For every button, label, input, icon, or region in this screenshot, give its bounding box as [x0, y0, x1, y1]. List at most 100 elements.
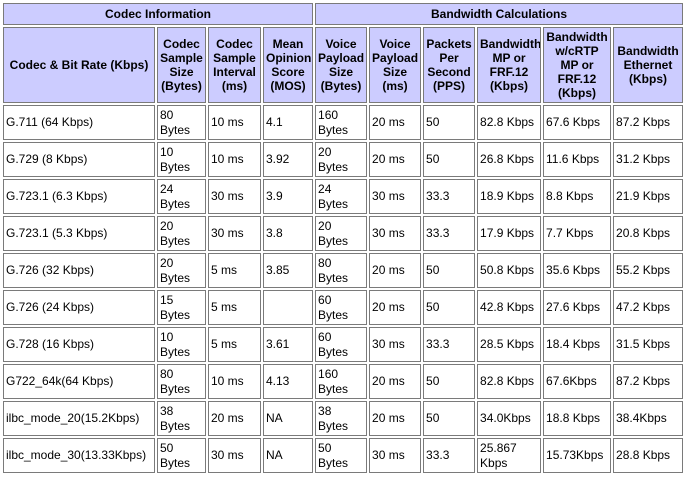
col-voice-payload-bytes: Voice Payload Size (Bytes)	[315, 27, 368, 103]
col-codec-bit-rate: Codec & Bit Rate (Kbps)	[3, 27, 155, 103]
cell-bw-crtp: 67.6 Kbps	[543, 105, 612, 140]
cell-sample-interval: 10 ms	[208, 105, 261, 140]
cell-payload-bytes: 50 Bytes	[315, 438, 368, 473]
cell-pps: 33.3	[423, 179, 476, 214]
cell-bw-crtp: 15.73Kbps	[543, 438, 612, 473]
cell-sample-interval: 5 ms	[208, 290, 261, 325]
cell-pps: 33.3	[423, 327, 476, 362]
cell-mos: 3.61	[263, 327, 314, 362]
col-mos: Mean Opinion Score (MOS)	[263, 27, 314, 103]
cell-mos: 4.13	[263, 364, 314, 399]
cell-bw-mp-frf12: 26.8 Kbps	[477, 142, 542, 177]
table-row: G.726 (32 Kbps) 20 Bytes 5 ms 3.85 80 Bytes 2…	[3, 253, 684, 288]
cell-codec-name: ilbc_mode_20(15.2Kbps)	[3, 401, 155, 436]
cell-sample-size: 20 Bytes	[157, 253, 206, 288]
cell-mos	[263, 290, 314, 325]
cell-sample-interval: 10 ms	[208, 364, 261, 399]
cell-bw-mp-frf12: 25.867 Kbps	[477, 438, 542, 473]
cell-sample-size: 38 Bytes	[157, 401, 206, 436]
col-codec-sample-size: Codec Sample Size (Bytes)	[157, 27, 206, 103]
cell-payload-bytes: 20 Bytes	[315, 216, 368, 251]
col-bandwidth-ethernet: Bandwidth Ethernet (Kbps)	[613, 27, 684, 103]
cell-bw-ethernet: 28.8 Kbps	[613, 438, 684, 473]
col-voice-payload-ms: Voice Payload Size (ms)	[369, 27, 422, 103]
cell-payload-bytes: 24 Bytes	[315, 179, 368, 214]
cell-sample-interval: 30 ms	[208, 438, 261, 473]
cell-pps: 50	[423, 290, 476, 325]
cell-bw-crtp: 67.6Kbps	[543, 364, 612, 399]
cell-payload-ms: 30 ms	[369, 327, 422, 362]
cell-bw-ethernet: 20.8 Kbps	[613, 216, 684, 251]
cell-sample-interval: 20 ms	[208, 401, 261, 436]
cell-bw-ethernet: 87.2 Kbps	[613, 364, 684, 399]
group-bandwidth-calculations: Bandwidth Calculations	[315, 3, 684, 25]
table-row: G.726 (24 Kbps) 15 Bytes 5 ms 60 Bytes 20 ms…	[3, 290, 684, 325]
cell-sample-interval: 30 ms	[208, 216, 261, 251]
cell-pps: 50	[423, 253, 476, 288]
group-codec-information: Codec Information	[3, 3, 314, 25]
cell-sample-size: 80 Bytes	[157, 105, 206, 140]
cell-sample-interval: 5 ms	[208, 327, 261, 362]
cell-payload-ms: 20 ms	[369, 253, 422, 288]
cell-bw-ethernet: 38.4Kbps	[613, 401, 684, 436]
cell-codec-name: G.723.1 (5.3 Kbps)	[3, 216, 155, 251]
cell-pps: 50	[423, 401, 476, 436]
cell-codec-name: G.729 (8 Kbps)	[3, 142, 155, 177]
cell-payload-ms: 20 ms	[369, 290, 422, 325]
cell-bw-mp-frf12: 42.8 Kbps	[477, 290, 542, 325]
cell-payload-ms: 20 ms	[369, 401, 422, 436]
cell-sample-size: 20 Bytes	[157, 216, 206, 251]
cell-mos: 4.1	[263, 105, 314, 140]
cell-mos: 3.8	[263, 216, 314, 251]
cell-payload-ms: 30 ms	[369, 216, 422, 251]
cell-codec-name: G722_64k(64 Kbps)	[3, 364, 155, 399]
cell-bw-crtp: 27.6 Kbps	[543, 290, 612, 325]
cell-bw-mp-frf12: 28.5 Kbps	[477, 327, 542, 362]
cell-bw-ethernet: 87.2 Kbps	[613, 105, 684, 140]
cell-pps: 50	[423, 142, 476, 177]
cell-payload-bytes: 60 Bytes	[315, 290, 368, 325]
cell-bw-crtp: 8.8 Kbps	[543, 179, 612, 214]
cell-sample-size: 10 Bytes	[157, 327, 206, 362]
cell-payload-ms: 20 ms	[369, 105, 422, 140]
cell-codec-name: G.728 (16 Kbps)	[3, 327, 155, 362]
cell-bw-crtp: 18.8 Kbps	[543, 401, 612, 436]
table-row: G722_64k(64 Kbps) 80 Bytes 10 ms 4.13 160 By…	[3, 364, 684, 399]
cell-payload-bytes: 160 Bytes	[315, 105, 368, 140]
cell-bw-crtp: 35.6 Kbps	[543, 253, 612, 288]
cell-payload-ms: 30 ms	[369, 438, 422, 473]
cell-sample-interval: 30 ms	[208, 179, 261, 214]
cell-bw-ethernet: 55.2 Kbps	[613, 253, 684, 288]
cell-bw-mp-frf12: 50.8 Kbps	[477, 253, 542, 288]
cell-sample-size: 50 Bytes	[157, 438, 206, 473]
cell-codec-name: ilbc_mode_30(13.33Kbps)	[3, 438, 155, 473]
column-header-row: Codec & Bit Rate (Kbps) Codec Sample Siz…	[3, 27, 684, 103]
cell-mos: 3.9	[263, 179, 314, 214]
cell-bw-mp-frf12: 82.8 Kbps	[477, 364, 542, 399]
col-pps: Packets Per Second (PPS)	[423, 27, 476, 103]
cell-sample-interval: 5 ms	[208, 253, 261, 288]
cell-pps: 33.3	[423, 438, 476, 473]
cell-payload-bytes: 20 Bytes	[315, 142, 368, 177]
cell-sample-size: 80 Bytes	[157, 364, 206, 399]
col-codec-sample-interval: Codec Sample Interval (ms)	[208, 27, 261, 103]
cell-bw-mp-frf12: 18.9 Kbps	[477, 179, 542, 214]
cell-mos: NA	[263, 438, 314, 473]
cell-payload-ms: 30 ms	[369, 179, 422, 214]
cell-codec-name: G.726 (24 Kbps)	[3, 290, 155, 325]
cell-bw-mp-frf12: 34.0Kbps	[477, 401, 542, 436]
cell-sample-size: 24 Bytes	[157, 179, 206, 214]
cell-codec-name: G.723.1 (6.3 Kbps)	[3, 179, 155, 214]
table-row: G.728 (16 Kbps) 10 Bytes 5 ms 3.61 60 Bytes 3…	[3, 327, 684, 362]
cell-sample-size: 10 Bytes	[157, 142, 206, 177]
cell-mos: 3.85	[263, 253, 314, 288]
table-row: G.723.1 (5.3 Kbps) 20 Bytes 30 ms 3.8 20 Byt…	[3, 216, 684, 251]
cell-mos: 3.92	[263, 142, 314, 177]
cell-bw-mp-frf12: 82.8 Kbps	[477, 105, 542, 140]
col-bandwidth-mp-frf12: Bandwidth MP or FRF.12 (Kbps)	[477, 27, 542, 103]
cell-bw-mp-frf12: 17.9 Kbps	[477, 216, 542, 251]
cell-mos: NA	[263, 401, 314, 436]
cell-codec-name: G.726 (32 Kbps)	[3, 253, 155, 288]
cell-sample-size: 15 Bytes	[157, 290, 206, 325]
cell-payload-ms: 20 ms	[369, 142, 422, 177]
